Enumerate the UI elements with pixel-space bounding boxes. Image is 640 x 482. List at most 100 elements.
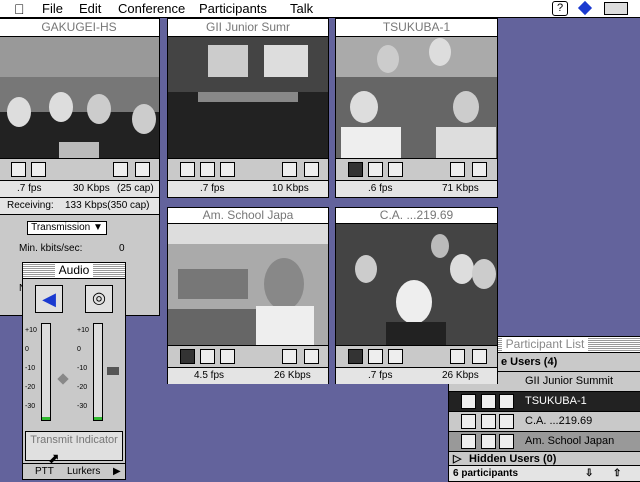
icon[interactable] [282,162,297,177]
video-image [0,37,159,158]
section-header[interactable]: ▷ Hidden Users (0) [449,451,640,465]
text: -20 [77,384,88,391]
icon [461,434,476,449]
window-title: TSUKUBA-1 [336,19,497,37]
video-window: GII Junior Sumr .7 fps 10 Kbps [167,18,329,198]
kbps: 30 Kbps [73,183,110,194]
text: -30 [25,403,36,410]
menu-item[interactable]: File [42,1,63,16]
slider[interactable] [107,367,119,375]
mode: Transmission [31,222,91,233]
toolbar [336,345,497,367]
speaker-button[interactable]: ◀ [35,285,63,313]
participant-row[interactable]: Am. School Japan [449,431,640,451]
participant-row[interactable]: TSUKUBA-1 [449,391,640,411]
arrow: ▶ [113,466,121,477]
icon[interactable] [135,162,150,177]
icon[interactable] [348,349,363,364]
kbps: 10 Kbps [272,183,309,194]
icon[interactable] [348,162,363,177]
window-title: GII Junior Sumr [168,19,328,37]
kbps: 26 Kbps [274,370,311,381]
toolbar [336,158,497,180]
apple-menu[interactable]:  [14,1,25,17]
icon[interactable] [31,162,46,177]
text: 0 [25,346,29,353]
value: 133 Kbps(350 cap) [65,200,150,211]
menu-item[interactable]: Conference [118,1,186,16]
cursor: ⬈ [48,450,60,466]
icon [499,394,514,409]
video-image [168,224,328,345]
icon[interactable] [304,162,319,177]
icon[interactable] [220,162,235,177]
mode-dropdown[interactable]: Transmission ▼ [27,221,107,235]
video-feed [0,37,159,158]
menu-item[interactable]: Edit [79,1,102,16]
text: Hidden Users (0) [469,453,557,465]
participant-name: Am. School Japan [525,435,615,447]
video-image [336,37,497,158]
icon[interactable] [200,162,215,177]
window-title: Am. School Japa [168,208,328,224]
participant-row[interactable]: C.A. ...219.69 [449,411,640,431]
transmit-button[interactable]: Transmit Indicator [25,431,123,461]
text: +10 [77,327,89,334]
app-switcher[interactable] [604,2,628,15]
icon[interactable] [368,349,383,364]
control-panel: Transmission ▼ Min. kbits/sec: 0 N [0,214,159,315]
menu-item[interactable]: Talk [290,1,314,16]
status-bar: 4.5 fps 26 Kbps [168,367,328,384]
text: Participant List [501,337,589,351]
video-window: Am. School Japa 4.5 fps 26 Kbps [167,207,329,384]
icon[interactable] [11,162,26,177]
icon[interactable] [180,349,195,364]
icon[interactable] [282,349,297,364]
help-icon[interactable]: ? [552,1,568,16]
icon[interactable] [200,349,215,364]
label: Min. kbits/sec: [19,243,83,254]
icon[interactable] [472,162,487,177]
window-title: GAKUGEI-HS [0,19,159,37]
text: e Users (4) [501,356,558,368]
icon[interactable] [388,162,403,177]
menu-bar:  File Edit Conference Participants Talk… [0,0,640,18]
ptt[interactable]: PTT [35,466,54,477]
fps: .7 fps [368,370,393,381]
text: +10 [25,327,37,334]
menu-item[interactable]: Participants [199,1,267,16]
lurkers[interactable]: Lurkers [67,466,101,477]
label: Receiving: [7,200,54,211]
footer: 6 participants ⇩ ⇧ [449,465,640,481]
icon[interactable] [450,349,465,364]
slider[interactable] [57,373,69,385]
icon[interactable] [220,349,235,364]
mic-button[interactable]: ◎ [85,285,113,313]
scroll-arrow[interactable]: ⇩ [585,468,594,479]
scroll-arrow[interactable]: ⇧ [613,468,622,479]
cap: (25 cap) [117,183,154,194]
video-feed [336,37,497,158]
status-bar: .7 fps 30 Kbps (25 cap) [0,180,159,197]
status-bar: .7 fps 26 Kbps [336,367,497,384]
icon [481,414,496,429]
app-icon[interactable] [577,0,593,16]
icon[interactable] [304,349,319,364]
text: -20 [25,384,36,391]
icon[interactable] [472,349,487,364]
toolbar [0,158,159,180]
icon[interactable] [368,162,383,177]
icon[interactable] [113,162,128,177]
text: -10 [25,365,36,372]
fps: .6 fps [368,183,393,194]
video-feed [168,224,328,345]
icon[interactable] [388,349,403,364]
video-window: GAKUGEI-HS .7 fps 30 Kbps (25 cap) Receivi… [0,18,160,316]
icon[interactable] [450,162,465,177]
receiving-row: Receiving: 133 Kbps(350 cap) [0,197,159,214]
participant-name: C.A. ...219.69 [525,415,593,427]
icon[interactable] [180,162,195,177]
meter [93,323,103,421]
audio-window: Audio ◀ ◎ +10 0 -10 -20 -30 +10 0 -10 -20 -30 Tr… [22,262,126,480]
